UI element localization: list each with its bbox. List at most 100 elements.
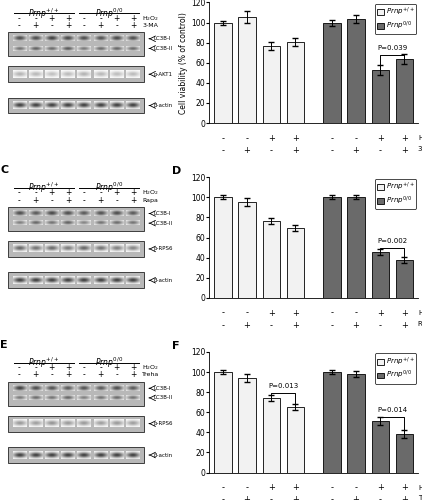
Text: P=0.039: P=0.039 bbox=[377, 44, 408, 51]
Bar bbox=[287, 42, 304, 123]
Bar bbox=[396, 58, 413, 123]
Text: -: - bbox=[330, 134, 333, 143]
Text: -: - bbox=[330, 308, 333, 318]
Text: -: - bbox=[83, 21, 86, 30]
Text: -: - bbox=[330, 146, 333, 155]
Text: H$_2$O$_2$: H$_2$O$_2$ bbox=[143, 363, 160, 372]
Text: +: + bbox=[352, 320, 360, 330]
Text: Rapa: Rapa bbox=[418, 320, 422, 326]
Text: +: + bbox=[401, 134, 408, 143]
Text: +: + bbox=[377, 134, 384, 143]
Bar bbox=[323, 198, 341, 298]
Text: +: + bbox=[292, 146, 299, 155]
Text: p-RPS6: p-RPS6 bbox=[154, 421, 173, 426]
Text: -: - bbox=[330, 484, 333, 492]
Bar bbox=[238, 16, 256, 123]
Y-axis label: Cell viability (% of control): Cell viability (% of control) bbox=[179, 12, 188, 114]
Text: LC3B-II: LC3B-II bbox=[154, 220, 173, 226]
Text: -: - bbox=[270, 320, 273, 330]
Text: +: + bbox=[97, 21, 104, 30]
Text: +: + bbox=[243, 320, 251, 330]
Text: -: - bbox=[18, 196, 21, 204]
Text: β-actin: β-actin bbox=[154, 278, 173, 283]
Text: -: - bbox=[246, 484, 249, 492]
Text: -: - bbox=[115, 196, 118, 204]
Text: -: - bbox=[115, 370, 118, 380]
Text: +: + bbox=[377, 308, 384, 318]
Text: LC3B-I: LC3B-I bbox=[154, 36, 171, 42]
Text: -: - bbox=[99, 14, 102, 22]
Text: +: + bbox=[130, 370, 136, 380]
Bar bbox=[214, 372, 232, 472]
Text: +: + bbox=[130, 363, 136, 372]
Text: +: + bbox=[292, 496, 299, 500]
Text: +: + bbox=[401, 146, 408, 155]
Text: -: - bbox=[330, 320, 333, 330]
Text: +: + bbox=[114, 188, 120, 198]
Text: +: + bbox=[130, 196, 136, 204]
Text: β-actin: β-actin bbox=[154, 103, 173, 108]
Text: +: + bbox=[377, 484, 384, 492]
Text: +: + bbox=[401, 496, 408, 500]
Text: P=0.014: P=0.014 bbox=[377, 407, 407, 413]
Text: LC3B-I: LC3B-I bbox=[154, 211, 171, 216]
Text: -: - bbox=[379, 146, 382, 155]
Text: +: + bbox=[352, 146, 360, 155]
Text: $Prnp^{0/0}$: $Prnp^{0/0}$ bbox=[95, 356, 123, 370]
Bar bbox=[8, 382, 144, 406]
Text: LC3B-II: LC3B-II bbox=[154, 396, 173, 400]
Text: +: + bbox=[268, 308, 275, 318]
Text: H$_2$O$_2$: H$_2$O$_2$ bbox=[143, 188, 160, 198]
Text: +: + bbox=[65, 14, 71, 22]
Text: H$_2$O$_2$: H$_2$O$_2$ bbox=[418, 484, 422, 494]
Text: +: + bbox=[32, 196, 39, 204]
Text: -: - bbox=[18, 21, 21, 30]
Text: LC3B-II: LC3B-II bbox=[154, 46, 173, 51]
Text: -: - bbox=[18, 188, 21, 198]
Bar bbox=[347, 18, 365, 123]
Text: B: B bbox=[172, 0, 180, 2]
Text: +: + bbox=[49, 14, 55, 22]
Text: +: + bbox=[243, 146, 251, 155]
Text: +: + bbox=[401, 308, 408, 318]
Text: +: + bbox=[268, 484, 275, 492]
Bar bbox=[396, 434, 413, 472]
Text: -: - bbox=[379, 320, 382, 330]
Text: $Prnp^{0/0}$: $Prnp^{0/0}$ bbox=[95, 6, 123, 20]
Text: +: + bbox=[243, 496, 251, 500]
Bar bbox=[8, 416, 144, 432]
Text: +: + bbox=[401, 484, 408, 492]
Bar bbox=[287, 228, 304, 298]
Text: P=0.002: P=0.002 bbox=[377, 238, 407, 244]
Bar bbox=[371, 422, 389, 472]
Text: Treha: Treha bbox=[143, 372, 160, 378]
Text: +: + bbox=[97, 370, 104, 380]
Bar bbox=[323, 372, 341, 472]
Bar bbox=[323, 22, 341, 123]
Text: 3-MA: 3-MA bbox=[418, 146, 422, 152]
Bar bbox=[262, 398, 280, 472]
Text: -: - bbox=[51, 21, 53, 30]
Bar bbox=[371, 70, 389, 123]
Bar bbox=[8, 207, 144, 231]
Text: -: - bbox=[115, 21, 118, 30]
Text: -: - bbox=[270, 146, 273, 155]
Text: -: - bbox=[270, 496, 273, 500]
Bar bbox=[238, 378, 256, 472]
Bar bbox=[287, 407, 304, 472]
Text: -: - bbox=[34, 14, 37, 22]
Text: +: + bbox=[97, 196, 104, 204]
Text: -: - bbox=[99, 188, 102, 198]
Text: -: - bbox=[221, 146, 225, 155]
Text: -: - bbox=[51, 196, 53, 204]
Text: Treha: Treha bbox=[418, 496, 422, 500]
Text: -: - bbox=[221, 308, 225, 318]
Bar bbox=[8, 272, 144, 288]
Bar bbox=[238, 202, 256, 298]
Text: -: - bbox=[18, 363, 21, 372]
Bar bbox=[396, 260, 413, 298]
Text: Rapa: Rapa bbox=[143, 198, 158, 202]
Text: p-AKT1: p-AKT1 bbox=[154, 72, 173, 76]
Text: -: - bbox=[221, 134, 225, 143]
Text: -: - bbox=[246, 308, 249, 318]
